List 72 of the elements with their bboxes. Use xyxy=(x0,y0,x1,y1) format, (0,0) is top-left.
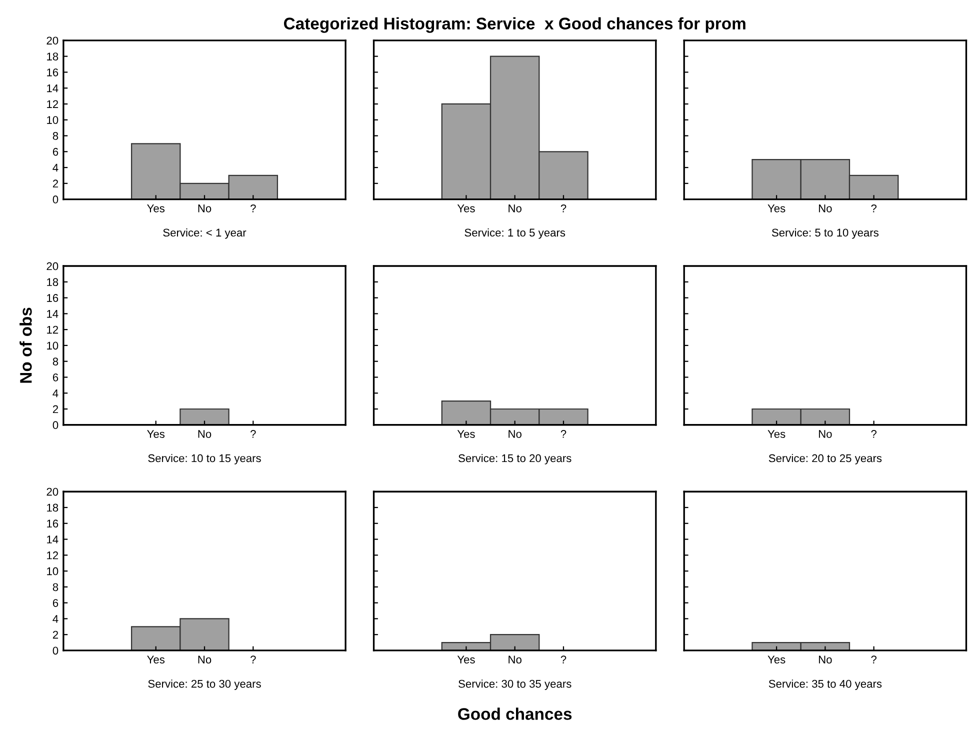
x-tick-label: No xyxy=(508,656,522,664)
x-tick-label: Yes xyxy=(147,656,165,664)
x-axis-title: Service: 30 to 35 years xyxy=(458,680,572,690)
x-tick-label: ? xyxy=(871,204,876,212)
x-tick-label: No xyxy=(198,204,212,212)
y-tick-label: 10 xyxy=(47,342,58,350)
x-tick-label: No xyxy=(508,430,522,438)
y-tick-label: 10 xyxy=(47,116,58,124)
x-tick-label: No xyxy=(818,204,832,212)
x-tick-label: Yes xyxy=(457,656,475,664)
chart-title: Categorized Histogram: Service x Good chances for prom xyxy=(284,17,746,33)
y-tick-label: 10 xyxy=(47,567,58,576)
x-axis-title: Service: 1 to 5 years xyxy=(464,228,566,239)
x-axis-title: Service: 10 to 15 years xyxy=(148,454,261,464)
y-tick-label: 6 xyxy=(52,148,58,156)
y-tick-label: 0 xyxy=(52,196,58,204)
x-axis-title: Service: 25 to 30 years xyxy=(148,680,261,690)
x-tick-label: No xyxy=(198,430,212,438)
y-tick-label: 0 xyxy=(52,646,58,655)
x-tick-label: Yes xyxy=(457,430,475,438)
x-tick-label: No xyxy=(818,430,832,438)
y-tick-label: 4 xyxy=(52,164,58,172)
x-axis-title: Service: 5 to 10 years xyxy=(772,228,879,239)
x-tick-label: ? xyxy=(871,430,876,438)
y-tick-label: 12 xyxy=(47,551,58,560)
y-tick-label: 8 xyxy=(52,358,58,366)
y-tick-label: 14 xyxy=(47,84,58,92)
y-tick-label: 16 xyxy=(47,520,58,528)
y-tick-label: 6 xyxy=(52,373,58,382)
y-tick-label: 4 xyxy=(52,615,58,623)
x-tick-label: Yes xyxy=(147,430,165,438)
x-axis-title: Service: < 1 year xyxy=(163,228,246,239)
x-tick-label: Yes xyxy=(768,204,786,212)
y-tick-label: 18 xyxy=(47,52,58,60)
y-tick-label: 6 xyxy=(52,599,58,607)
y-tick-label: 4 xyxy=(52,389,58,398)
x-axis-title: Service: 15 to 20 years xyxy=(458,454,572,464)
x-tick-label: ? xyxy=(250,204,256,212)
y-tick-label: 2 xyxy=(52,180,58,188)
x-tick-label: ? xyxy=(250,430,256,438)
text: Good chances xyxy=(458,708,572,720)
x-tick-label: Yes xyxy=(457,204,475,212)
x-tick-label: Yes xyxy=(768,430,786,438)
x-tick-label: No xyxy=(818,656,832,664)
y-tick-label: 2 xyxy=(52,630,58,639)
y-tick-label: 12 xyxy=(47,326,58,334)
y-tick-label: 8 xyxy=(52,583,58,592)
x-tick-label: No xyxy=(198,656,212,664)
y-tick-label: 20 xyxy=(46,488,58,496)
y-tick-label: 18 xyxy=(47,504,58,512)
y-tick-label: 16 xyxy=(47,294,58,302)
y-tick-label: 12 xyxy=(47,100,58,108)
x-tick-label: Yes xyxy=(147,204,165,212)
x-tick-label: ? xyxy=(560,656,566,664)
y-tick-label: 16 xyxy=(47,68,58,76)
y-tick-label: 14 xyxy=(47,310,58,318)
x-tick-label: ? xyxy=(560,204,566,212)
x-axis-title: Service: 35 to 40 years xyxy=(768,680,882,690)
x-tick-label: ? xyxy=(250,656,256,664)
y-tick-label: 20 xyxy=(46,262,58,270)
y-tick-label: 8 xyxy=(52,132,58,140)
y-axis-title: No of obs xyxy=(20,308,32,383)
y-tick-label: 0 xyxy=(52,421,58,430)
x-axis-title: Service: 20 to 25 years xyxy=(768,454,882,464)
y-tick-label: 18 xyxy=(47,278,58,286)
y-tick-label: 20 xyxy=(46,36,58,45)
y-tick-label: 14 xyxy=(47,536,58,544)
x-tick-label: ? xyxy=(560,430,566,438)
x-tick-label: No xyxy=(508,204,522,212)
x-tick-label: ? xyxy=(871,656,876,664)
y-tick-label: 2 xyxy=(52,405,58,414)
x-tick-label: Yes xyxy=(768,656,786,664)
